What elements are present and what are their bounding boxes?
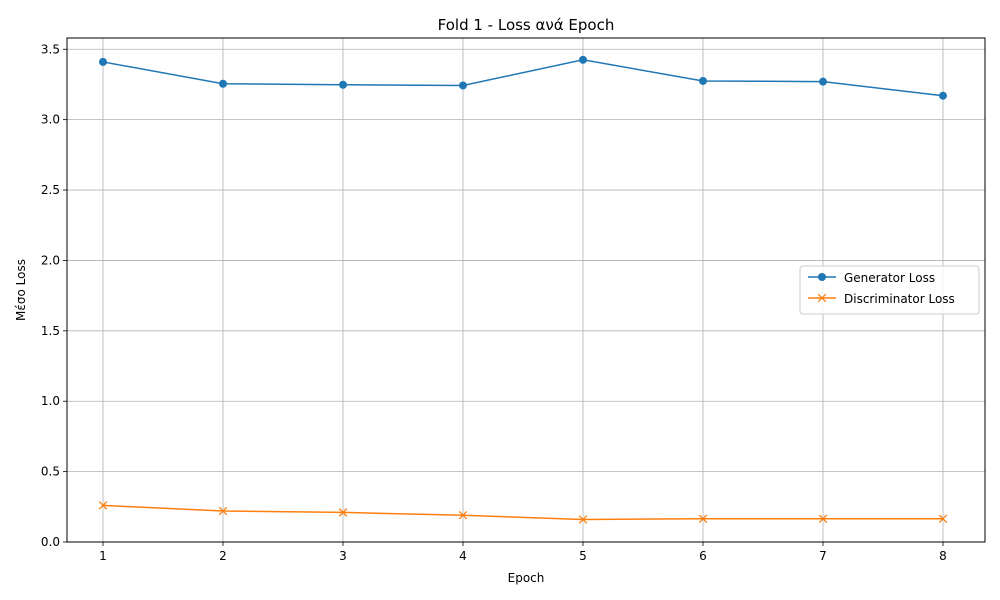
legend-generator-marker bbox=[818, 273, 826, 281]
x-tick-label: 4 bbox=[459, 549, 467, 563]
legend: Generator Loss Discriminator Loss bbox=[799, 265, 980, 315]
generator-loss-point bbox=[99, 57, 107, 66]
chart-title: Fold 1 - Loss ανά Epoch bbox=[438, 16, 615, 34]
legend-discriminator-marker bbox=[817, 293, 827, 303]
generator-loss-point bbox=[939, 91, 947, 100]
legend-discriminator-label: Discriminator Loss bbox=[844, 292, 955, 306]
y-tick-label: 1.5 bbox=[41, 324, 60, 338]
x-tick-label: 8 bbox=[939, 549, 947, 563]
generator-loss-point bbox=[819, 77, 827, 86]
discriminator-loss-point bbox=[818, 514, 828, 524]
generator-loss-point bbox=[219, 79, 227, 88]
discriminator-loss-point bbox=[698, 514, 708, 524]
y-tick-label: 3.5 bbox=[41, 42, 60, 56]
x-tick-label: 5 bbox=[579, 549, 587, 563]
y-axis-title: Μέσο Loss bbox=[14, 259, 28, 321]
discriminator-loss-point bbox=[458, 510, 468, 520]
x-tick-label: 1 bbox=[99, 549, 107, 563]
legend-discriminator-x-marker bbox=[817, 293, 827, 303]
discriminator-loss-point bbox=[218, 506, 228, 516]
y-tick-label: 2.0 bbox=[41, 253, 60, 267]
y-tick-label: 0.5 bbox=[41, 465, 60, 479]
y-tick-label: 3.0 bbox=[41, 113, 60, 127]
x-tick-label: 6 bbox=[699, 549, 707, 563]
x-tick-label: 3 bbox=[339, 549, 347, 563]
discriminator-loss-point bbox=[578, 515, 588, 524]
grid-lines bbox=[67, 38, 985, 543]
generator-loss-point bbox=[579, 55, 587, 64]
legend-generator-label: Generator Loss bbox=[844, 271, 935, 285]
discriminator-loss-point bbox=[98, 501, 108, 510]
axis-ticks: 1 2 3 4 5 6 7 8 0.0 0.5 1.0 1.5 2.0 2.5 3.0 3.5 bbox=[41, 42, 947, 563]
x-axis-title: Epoch bbox=[508, 571, 545, 585]
generator-loss-point bbox=[339, 80, 347, 89]
discriminator-loss-line bbox=[102, 504, 943, 521]
y-tick-label: 2.5 bbox=[41, 183, 60, 197]
generator-loss-line bbox=[102, 59, 944, 97]
series-layer bbox=[98, 55, 948, 524]
x-tick-label: 2 bbox=[219, 549, 227, 563]
legend-box bbox=[799, 265, 980, 315]
y-tick-label: 1.0 bbox=[41, 394, 60, 408]
discriminator-loss-point bbox=[338, 508, 348, 517]
discriminator-loss-point bbox=[938, 514, 948, 524]
generator-loss-point bbox=[699, 76, 707, 85]
y-tick-label: 0.0 bbox=[41, 535, 60, 549]
x-tick-label: 7 bbox=[819, 549, 827, 563]
plot-area-frame bbox=[66, 37, 986, 543]
generator-loss-point bbox=[459, 81, 467, 90]
